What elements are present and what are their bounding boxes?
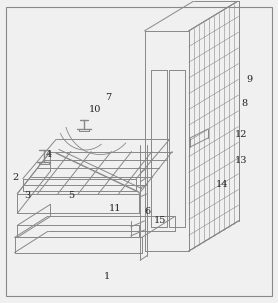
Text: 7: 7 xyxy=(105,93,112,102)
Text: 11: 11 xyxy=(109,204,122,213)
Text: 1: 1 xyxy=(104,272,110,281)
Text: 6: 6 xyxy=(144,207,150,216)
Text: 13: 13 xyxy=(235,156,248,165)
Text: 10: 10 xyxy=(89,105,101,114)
Text: 8: 8 xyxy=(241,99,247,108)
Text: 9: 9 xyxy=(247,75,253,84)
Text: 12: 12 xyxy=(235,130,248,139)
Text: 4: 4 xyxy=(46,150,52,159)
Text: 15: 15 xyxy=(153,216,166,225)
Text: 5: 5 xyxy=(68,191,74,200)
Text: 3: 3 xyxy=(24,191,30,200)
Text: 2: 2 xyxy=(13,173,19,181)
Text: 14: 14 xyxy=(216,180,228,189)
